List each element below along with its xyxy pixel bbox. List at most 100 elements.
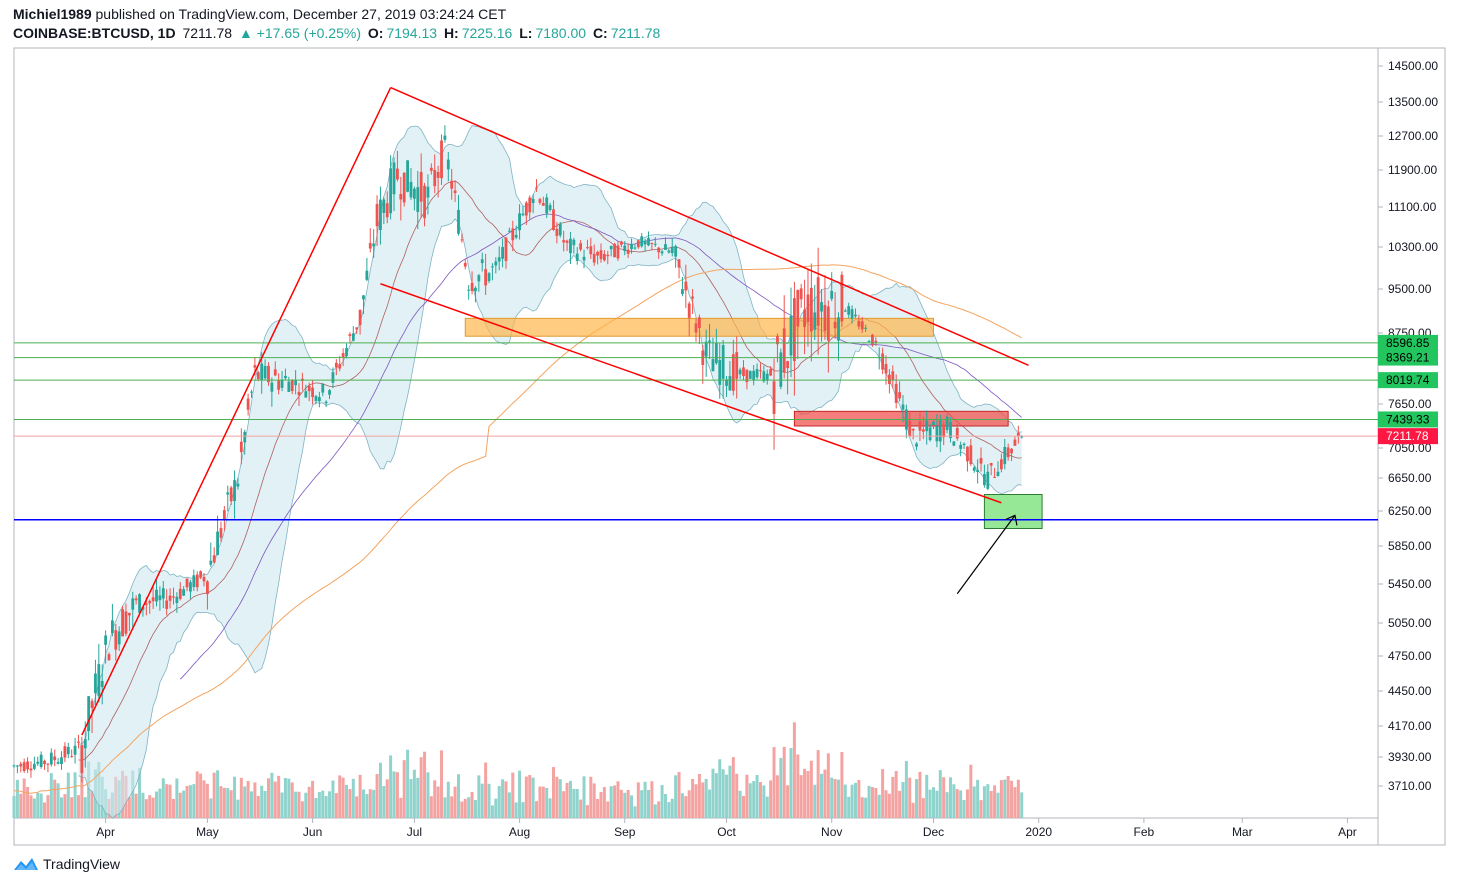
candle-body (32, 763, 36, 769)
last-price: 7211.78 (182, 25, 233, 41)
volume-bar (993, 785, 997, 818)
volume-bar (738, 790, 742, 818)
volume-bar (535, 801, 539, 818)
candle-body (243, 431, 247, 443)
volume-bar (239, 777, 243, 818)
candle-body (657, 247, 661, 253)
volume-bar (49, 773, 53, 818)
candle-body (850, 309, 854, 319)
tradingview-footer[interactable]: TradingView (13, 856, 120, 872)
candle-body (518, 213, 521, 231)
candle-body (26, 761, 29, 770)
candle-body (46, 763, 50, 765)
volume-bar (53, 779, 57, 818)
candle-body (158, 595, 162, 601)
candle-body (789, 315, 793, 356)
volume-bar (222, 787, 226, 818)
candle-body (29, 768, 33, 771)
volume-bar (297, 791, 301, 818)
candle-body (314, 396, 318, 402)
candle-body (989, 462, 993, 466)
volume-bar (826, 753, 830, 818)
candle-body (575, 253, 579, 261)
candle-body (239, 441, 243, 453)
volume-bar (596, 798, 600, 818)
volume-bar (565, 782, 569, 818)
candle-body (206, 581, 209, 595)
candle-body (847, 306, 851, 315)
candle-body (979, 458, 983, 464)
volume-bar (131, 770, 135, 818)
candle-body (854, 314, 857, 317)
candle-body (409, 181, 413, 198)
candle-body (837, 317, 840, 341)
candle-body (263, 365, 267, 379)
volume-bar (467, 797, 471, 818)
volume-bar (972, 786, 976, 818)
volume-bar (358, 774, 362, 818)
candle-body (949, 422, 952, 439)
volume-bar (178, 792, 182, 818)
volume-bar (32, 798, 36, 818)
time-tick-label: May (196, 825, 219, 839)
author-name[interactable]: Michiel1989 (13, 6, 92, 22)
supply-zone (793, 410, 1009, 427)
candle-body (253, 365, 257, 368)
candle-body (619, 241, 623, 245)
candle-body (358, 309, 362, 326)
candle-body (691, 296, 695, 299)
volume-bar (742, 795, 746, 818)
candle-body (280, 379, 284, 388)
candle-body (396, 168, 399, 180)
volume-bar (684, 796, 688, 818)
candle-body (1010, 448, 1013, 454)
price-label-box (1378, 334, 1438, 351)
candle-body (776, 336, 779, 345)
candle-body (792, 298, 796, 362)
candle-body (127, 612, 131, 616)
candle-body (938, 419, 942, 442)
candle-body (402, 172, 406, 203)
price-axis-ticks: 14500.00 13500.00 12700.00 11900.00 11100.00… (1378, 59, 1438, 793)
volume-bar (820, 773, 824, 818)
ma-50 (180, 213, 1022, 680)
volume-bar (616, 781, 620, 818)
volume-bar (83, 797, 87, 818)
candle-body (416, 187, 420, 212)
volume-bar (456, 774, 460, 818)
volume-bar (670, 798, 674, 818)
candle-body (97, 664, 101, 696)
candle-body (735, 352, 739, 379)
candle-body (477, 275, 481, 282)
symbol-name[interactable]: COINBASE:BTCUSD, 1D (13, 25, 176, 41)
volume-bar (725, 774, 729, 818)
candle-body (857, 321, 861, 327)
candle-body (915, 443, 918, 447)
candle-body (494, 261, 498, 266)
volume-bar (996, 792, 1000, 818)
volume-bar (433, 780, 437, 818)
candle-body (39, 754, 43, 768)
volume-bar (935, 790, 939, 818)
low-label: L: (519, 25, 533, 41)
candle-body (752, 370, 756, 380)
volume-bar (721, 769, 725, 818)
volume-bar (575, 789, 579, 818)
candle-body (762, 371, 766, 382)
price-label-box (1378, 372, 1438, 389)
candle-body (362, 295, 365, 300)
candle-body (840, 274, 844, 322)
candle-body (867, 341, 871, 343)
candle-body (630, 244, 633, 250)
candle-body (565, 240, 569, 243)
volume-bar (921, 798, 925, 818)
volume-bar (955, 789, 959, 818)
volume-bar (803, 768, 807, 818)
volume-bar (287, 778, 291, 818)
volume-bar (443, 797, 447, 818)
volume-bar (555, 776, 559, 818)
volume-bar (799, 775, 803, 818)
volume-bar (385, 779, 389, 818)
volume-bar (155, 791, 159, 818)
